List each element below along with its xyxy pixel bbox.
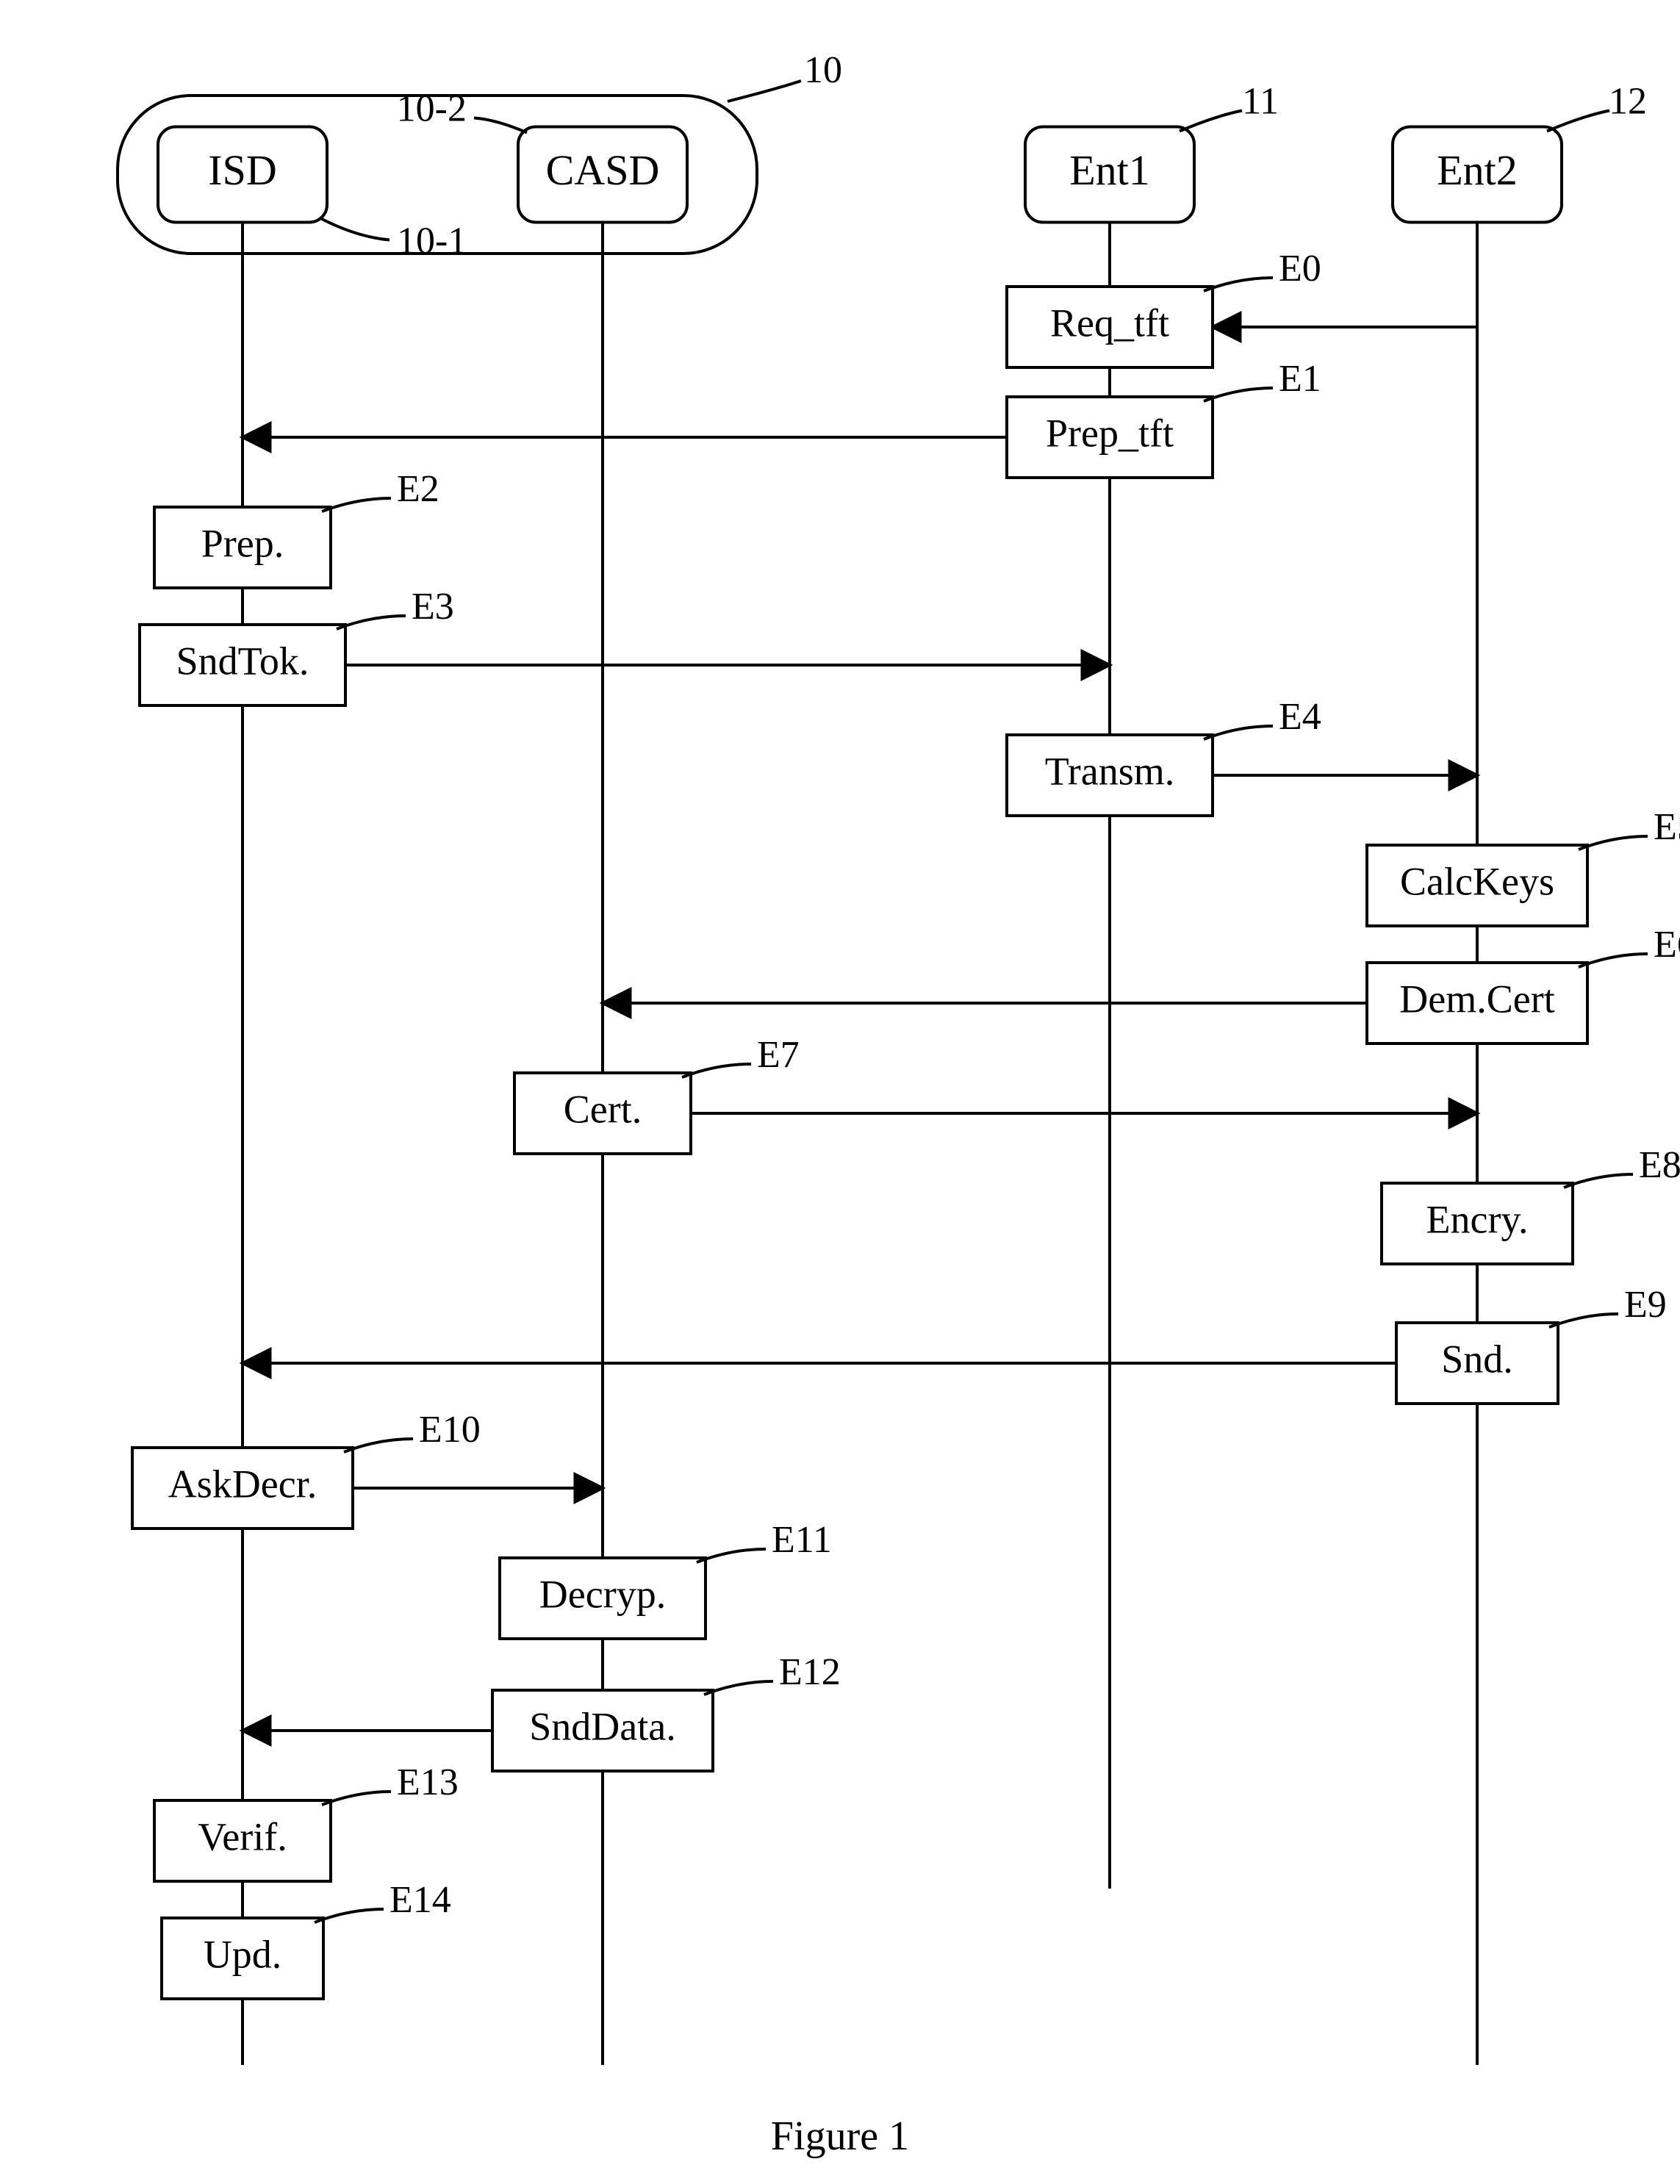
lane-label-ent1: Ent1 — [1069, 146, 1150, 194]
step-label-E4: Transm. — [1045, 749, 1175, 793]
leader-E11 — [697, 1549, 766, 1562]
lane-id-label-11: 11 — [1242, 80, 1279, 122]
leader-E2 — [322, 498, 391, 511]
lane-id-label-12: 12 — [1609, 80, 1647, 122]
leader-E5 — [1579, 836, 1648, 849]
step-label-E0: Req_tft — [1050, 301, 1169, 345]
step-id-E3: E3 — [412, 586, 454, 628]
leader-E9 — [1549, 1314, 1618, 1327]
leader-10 — [728, 81, 801, 101]
step-id-E0: E0 — [1279, 248, 1321, 290]
leader-E1 — [1204, 388, 1273, 401]
leader-10-2 — [474, 118, 527, 133]
step-id-E13: E13 — [397, 1761, 459, 1803]
step-id-E5: E5 — [1654, 806, 1680, 848]
leader-E3 — [337, 616, 406, 629]
step-id-E6: E6 — [1654, 924, 1680, 966]
leader-E8 — [1564, 1174, 1633, 1188]
step-label-E7: Cert. — [564, 1087, 642, 1131]
step-id-E10: E10 — [419, 1409, 481, 1451]
step-label-E5: CalcKeys — [1400, 859, 1554, 903]
step-label-E13: Verif. — [198, 1814, 287, 1858]
group-id-label-10: 10 — [804, 49, 842, 91]
leader-12 — [1547, 111, 1609, 132]
step-id-E9: E9 — [1624, 1284, 1667, 1326]
leader-E7 — [682, 1064, 751, 1077]
lane-label-isd: ISD — [208, 146, 276, 194]
lane-id-label-10-1: 10-1 — [397, 220, 467, 262]
step-label-E8: Encry. — [1426, 1197, 1529, 1241]
leader-E10 — [344, 1439, 413, 1452]
leader-E4 — [1204, 726, 1273, 739]
step-id-E14: E14 — [390, 1879, 451, 1921]
leader-E0 — [1204, 278, 1273, 291]
step-id-E2: E2 — [397, 468, 439, 510]
step-id-E11: E11 — [772, 1519, 832, 1561]
lane-label-casd: CASD — [546, 146, 660, 194]
step-id-E7: E7 — [757, 1034, 800, 1076]
step-label-E9: Snd. — [1441, 1337, 1513, 1381]
step-id-E8: E8 — [1639, 1144, 1680, 1186]
leader-E6 — [1579, 954, 1648, 967]
step-label-E1: Prep_tft — [1046, 411, 1174, 455]
leader-E13 — [322, 1792, 391, 1805]
leader-E12 — [704, 1681, 773, 1695]
step-label-E14: Upd. — [204, 1932, 282, 1976]
leader-E14 — [315, 1909, 384, 1922]
step-label-E6: Dem.Cert — [1399, 977, 1554, 1021]
lane-id-label-10-2: 10-2 — [397, 87, 467, 129]
step-label-E3: SndTok. — [176, 639, 309, 683]
step-label-E11: Decryp. — [539, 1572, 666, 1616]
step-id-E4: E4 — [1279, 696, 1321, 738]
step-id-E1: E1 — [1279, 358, 1321, 400]
step-label-E2: Prep. — [201, 521, 284, 565]
leader-11 — [1180, 111, 1242, 132]
figure-caption: Figure 1 — [771, 2113, 909, 2159]
lane-label-ent2: Ent2 — [1437, 146, 1518, 194]
step-label-E12: SndData. — [529, 1704, 675, 1748]
step-id-E12: E12 — [779, 1651, 841, 1693]
leader-10-1 — [320, 218, 390, 240]
step-label-E10: AskDecr. — [168, 1462, 317, 1506]
